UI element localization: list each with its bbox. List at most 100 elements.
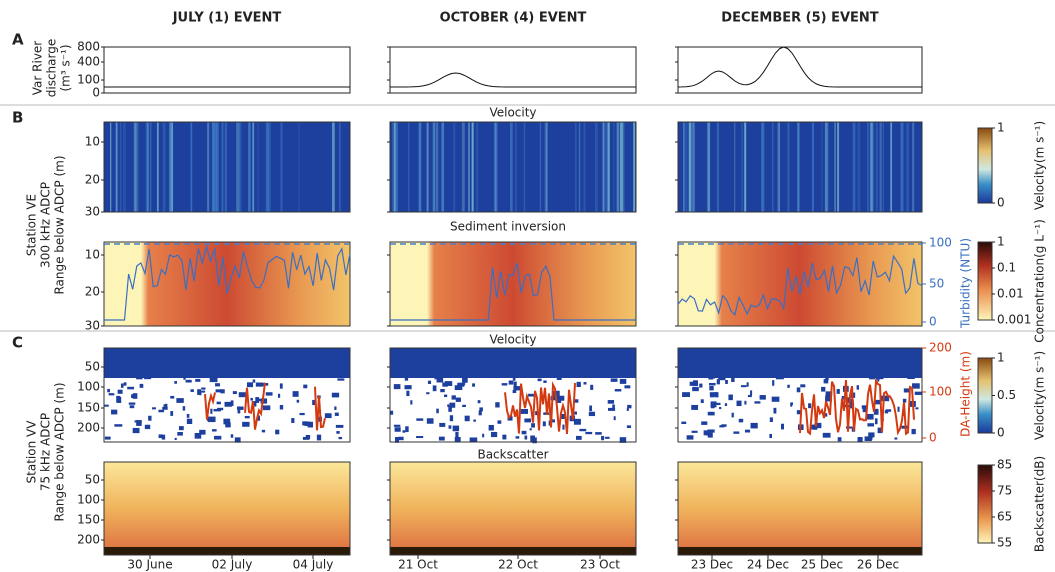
velocity-speck [725, 379, 728, 384]
velocity-speck [246, 382, 254, 388]
velocity-speck [275, 429, 280, 435]
velocity-speck [449, 415, 454, 422]
velocity-speck [215, 383, 220, 387]
velocity-speck [128, 402, 136, 405]
velocity-speck [573, 418, 581, 425]
velocity-speck [800, 384, 806, 388]
velocity-speck [907, 375, 915, 380]
velocity-speck [575, 435, 582, 440]
velocity-speck [462, 404, 466, 408]
velocity-streak [493, 122, 497, 212]
velocity-speck [876, 376, 884, 380]
velocity-speck [152, 407, 156, 410]
velocity-speck [619, 378, 627, 384]
y-axis-label: discharge [45, 39, 59, 97]
velocity-speck [821, 386, 826, 392]
velocity-speck [491, 374, 499, 378]
velocity-streak [602, 122, 605, 212]
velocity-speck [303, 384, 308, 389]
velocity-speck [277, 393, 281, 398]
velocity-speck [744, 429, 751, 433]
y-axis-label: (m³ s⁻¹) [59, 44, 73, 91]
y-tick-label: 20 [85, 285, 100, 299]
velocity-streak [453, 122, 456, 212]
y-tick-label: 10 [85, 248, 100, 262]
velocity-streak [494, 122, 498, 212]
velocity-speck [304, 421, 311, 426]
velocity-streak [744, 122, 747, 212]
right-tick-label: 50 [929, 277, 944, 291]
velocity-streak [882, 122, 884, 212]
velocity-speck [746, 382, 749, 387]
velocity-speck [682, 392, 691, 397]
velocity-speck [215, 389, 223, 393]
velocity-speck [324, 413, 332, 419]
velocity-streak [740, 122, 743, 212]
velocity-speck [610, 378, 618, 382]
velocity-speck [186, 413, 190, 418]
velocity-streak [797, 122, 800, 212]
y-axis-label: Range below ADCP (m) [53, 382, 67, 521]
velocity-streak [515, 122, 517, 212]
velocity-streak [145, 122, 147, 212]
colorbar-tick-label: 1 [997, 235, 1005, 249]
velocity-speck [464, 415, 470, 422]
y-tick-label: 30 [85, 205, 100, 219]
velocity-speck [836, 389, 840, 394]
velocity-speck [512, 390, 517, 394]
panel-label: C [12, 334, 23, 352]
velocity-speck [773, 407, 777, 414]
velocity-streak [633, 122, 636, 212]
velocity-streak [236, 122, 239, 212]
velocity-speck [279, 404, 284, 410]
velocity-speck [463, 377, 467, 381]
velocity-speck [402, 430, 406, 433]
velocity-speck [224, 401, 232, 407]
velocity-speck [911, 428, 916, 435]
turbidity-trace [677, 254, 923, 316]
velocity-speck [903, 388, 910, 393]
velocity-streak [870, 122, 873, 212]
velocity-speck [601, 435, 605, 441]
y-axis-label: Var River [31, 41, 45, 96]
velocity-speck [410, 400, 413, 405]
velocity-speck [825, 395, 832, 402]
velocity-speck [808, 403, 812, 409]
velocity-speck [482, 433, 485, 438]
velocity-speck [451, 395, 456, 400]
velocity-speck [706, 431, 711, 436]
velocity-speck [455, 397, 461, 402]
velocity-speck [436, 377, 444, 383]
velocity-streak [137, 122, 139, 212]
velocity-speck [912, 383, 920, 389]
velocity-speck [825, 375, 829, 381]
velocity-streak [332, 122, 335, 212]
velocity-speck [857, 437, 863, 443]
velocity-speck [336, 431, 340, 434]
velocity-streak [682, 122, 685, 212]
velocity-speck [718, 375, 726, 381]
velocity-speck [875, 399, 882, 405]
velocity-speck [183, 374, 186, 380]
velocity-speck [116, 395, 121, 402]
velocity-speck [915, 407, 919, 410]
velocity-speck [583, 382, 587, 385]
velocity-speck [211, 429, 217, 432]
velocity-streak [134, 122, 138, 212]
velocity-speck [234, 437, 241, 443]
right-axis-label: DA-Height (m) [959, 351, 973, 437]
velocity-speck [217, 407, 224, 411]
velocity-speck [393, 424, 401, 427]
velocity-streak [685, 122, 688, 212]
column-title: JULY (1) EVENT [172, 11, 282, 26]
velocity-speck [472, 383, 476, 387]
velocity-speck [837, 437, 842, 442]
velocity-speck [337, 378, 345, 381]
velocity-streak [797, 122, 799, 212]
velocity-speck [691, 404, 699, 410]
y-axis-label: 75 kHz ADCP [39, 413, 53, 491]
velocity-speck [209, 377, 218, 383]
velocity-speck [900, 373, 909, 378]
